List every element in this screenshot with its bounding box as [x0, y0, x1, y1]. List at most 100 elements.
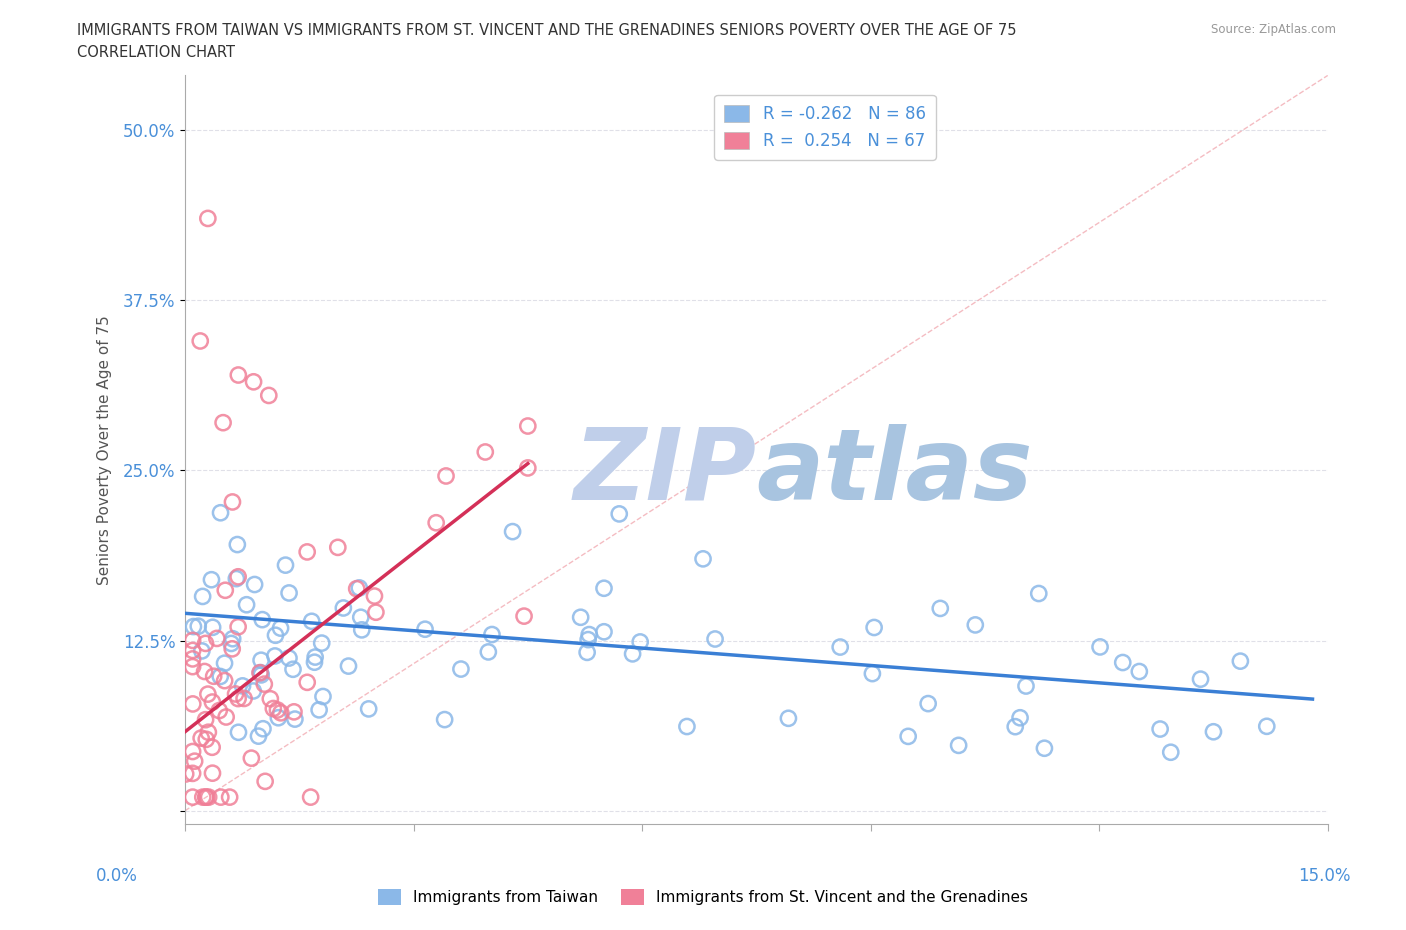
Point [1015, 679, 1038, 694]
Point [197, 686, 219, 701]
Point [214, 656, 236, 671]
Point [284, 711, 307, 726]
Point [181, 651, 204, 666]
Point [516, 418, 538, 433]
Text: IMMIGRANTS FROM TAIWAN VS IMMIGRANTS FROM ST. VINCENT AND THE GRENADINES SENIORS: IMMIGRANTS FROM TAIWAN VS IMMIGRANTS FRO… [77, 23, 1017, 38]
Point [195, 732, 218, 747]
Point [181, 766, 204, 781]
Point [194, 636, 217, 651]
Point [228, 367, 250, 382]
Point [778, 711, 800, 725]
Point [301, 614, 323, 629]
Point [433, 712, 456, 727]
Point [593, 581, 616, 596]
Point [267, 711, 290, 725]
Text: 0.0%: 0.0% [96, 867, 138, 884]
Point [197, 211, 219, 226]
Point [516, 460, 538, 475]
Point [214, 583, 236, 598]
Point [235, 597, 257, 612]
Point [195, 790, 218, 804]
Point [226, 538, 249, 552]
Point [337, 658, 360, 673]
Point [308, 702, 330, 717]
Point [929, 601, 952, 616]
Point [278, 651, 301, 666]
Point [357, 701, 380, 716]
Point [270, 705, 292, 720]
Point [434, 469, 457, 484]
Point [349, 580, 371, 595]
Text: Source: ZipAtlas.com: Source: ZipAtlas.com [1211, 23, 1336, 36]
Point [692, 551, 714, 566]
Point [1160, 745, 1182, 760]
Point [257, 388, 280, 403]
Point [274, 558, 297, 573]
Point [948, 737, 970, 752]
Y-axis label: Seniors Poverty Over the Age of 75: Seniors Poverty Over the Age of 75 [97, 315, 111, 585]
Point [254, 774, 277, 789]
Point [181, 643, 204, 658]
Point [191, 589, 214, 604]
Point [326, 540, 349, 555]
Legend: R = -0.262   N = 86, R =  0.254   N = 67: R = -0.262 N = 86, R = 0.254 N = 67 [714, 95, 935, 160]
Point [502, 525, 524, 539]
Point [350, 610, 373, 625]
Point [576, 644, 599, 659]
Point [569, 610, 592, 625]
Point [262, 701, 284, 716]
Point [270, 620, 292, 635]
Point [830, 640, 852, 655]
Point [278, 586, 301, 601]
Point [259, 691, 281, 706]
Point [249, 665, 271, 680]
Point [209, 669, 232, 684]
Point [295, 675, 318, 690]
Point [181, 790, 204, 804]
Point [477, 644, 499, 659]
Point [250, 668, 273, 683]
Point [201, 620, 224, 635]
Point [676, 719, 699, 734]
Text: ZIP: ZIP [574, 424, 756, 521]
Point [1088, 640, 1111, 655]
Point [225, 571, 247, 586]
Point [281, 662, 304, 677]
Point [247, 729, 270, 744]
Text: atlas: atlas [756, 424, 1033, 521]
Point [863, 620, 886, 635]
Point [225, 686, 247, 701]
Point [264, 648, 287, 663]
Point [214, 673, 236, 688]
Point [264, 628, 287, 643]
Point [704, 631, 727, 646]
Point [200, 572, 222, 587]
Point [226, 569, 249, 584]
Point [311, 635, 333, 650]
Point [474, 445, 496, 459]
Point [218, 790, 240, 804]
Point [1004, 719, 1026, 734]
Point [183, 753, 205, 768]
Point [332, 601, 354, 616]
Point [188, 334, 211, 349]
Point [193, 664, 215, 679]
Point [194, 790, 217, 804]
Point [181, 633, 204, 648]
Point [363, 589, 385, 604]
Point [1229, 654, 1251, 669]
Point [304, 655, 326, 670]
Point [242, 375, 264, 390]
Point [181, 744, 204, 759]
Point [190, 731, 212, 746]
Point [450, 661, 472, 676]
Point [266, 702, 288, 717]
Point [513, 608, 536, 623]
Point [205, 631, 228, 645]
Legend: Immigrants from Taiwan, Immigrants from St. Vincent and the Grenadines: Immigrants from Taiwan, Immigrants from … [371, 883, 1035, 911]
Point [299, 790, 322, 804]
Text: CORRELATION CHART: CORRELATION CHART [77, 45, 235, 60]
Point [197, 724, 219, 739]
Point [576, 632, 599, 647]
Point [252, 722, 274, 737]
